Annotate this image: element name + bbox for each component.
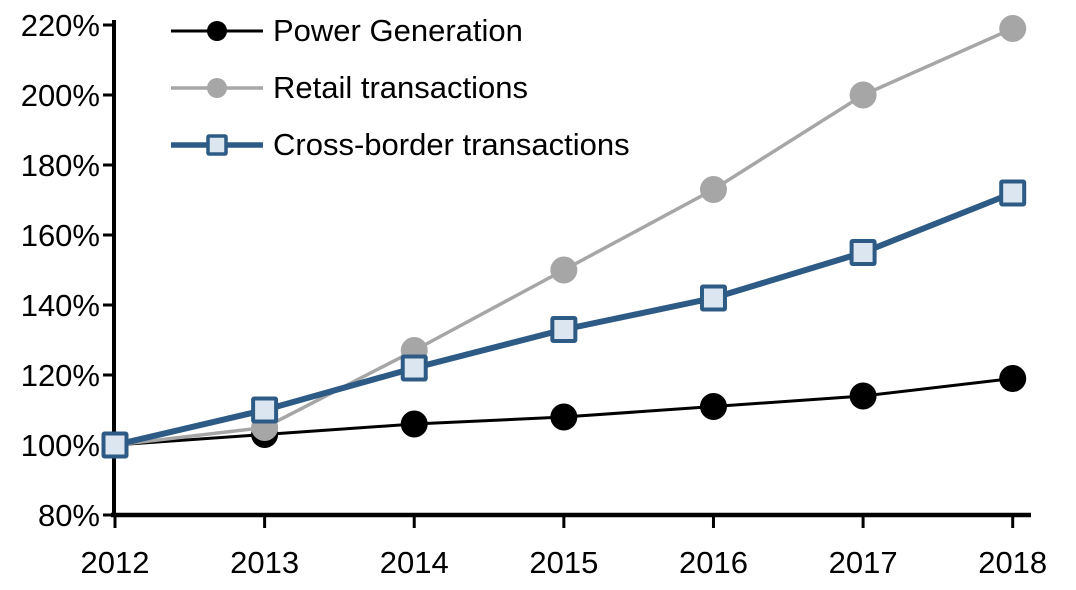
data-point-retail-transactions [849, 81, 877, 109]
data-point-cross-border-transactions [251, 396, 279, 424]
legend-marker-cross-border-transactions [206, 134, 228, 156]
data-point-retail-transactions [699, 176, 727, 203]
x-tick-label: 2013 [230, 545, 299, 580]
legend-marker-power-generation [207, 21, 227, 41]
x-tick-label: 2015 [529, 545, 598, 580]
data-point-cross-border-transactions [400, 354, 428, 382]
legend-item-retail-transactions: Retail transactions [171, 70, 630, 105]
y-tick-label: 220% [21, 8, 100, 43]
data-point-retail-transactions [999, 15, 1027, 42]
data-point-power-generation [550, 403, 578, 431]
legend-label-power-generation: Power Generation [273, 13, 523, 48]
data-point-power-generation [699, 393, 727, 420]
legend-item-power-generation: Power Generation [171, 13, 630, 48]
legend-marker-retail-transactions [207, 78, 227, 98]
data-point-cross-border-transactions [550, 316, 578, 343]
data-point-cross-border-transactions [999, 179, 1027, 207]
data-point-power-generation [400, 410, 428, 438]
legend-swatch-power-generation [171, 21, 263, 41]
data-point-cross-border-transactions [849, 239, 877, 266]
legend: Power Generation Retail transactions Cro… [171, 13, 630, 162]
y-tick-label: 80% [38, 498, 100, 533]
y-tick-label: 120% [21, 358, 100, 393]
y-tick-label: 140% [21, 288, 100, 323]
legend-swatch-cross-border-transactions [171, 134, 263, 156]
x-tick-label: 2018 [978, 545, 1047, 580]
x-tick-label: 2014 [380, 545, 449, 580]
legend-label-cross-border-transactions: Cross-border transactions [273, 127, 630, 162]
y-tick-label: 100% [21, 428, 100, 463]
x-tick-label: 2017 [829, 545, 898, 580]
y-tick-label: 160% [21, 218, 100, 253]
x-tick-label: 2016 [679, 545, 748, 580]
data-point-cross-border-transactions [699, 284, 727, 312]
legend-swatch-retail-transactions [171, 78, 263, 98]
x-tick-label: 2012 [81, 545, 150, 580]
data-point-power-generation [999, 365, 1027, 392]
data-point-retail-transactions [550, 256, 578, 284]
data-point-power-generation [849, 382, 877, 410]
legend-label-retail-transactions: Retail transactions [273, 70, 529, 105]
data-point-cross-border-transactions [101, 431, 129, 459]
legend-item-cross-border-transactions: Cross-border transactions [171, 127, 630, 162]
y-tick-label: 200% [21, 78, 100, 113]
y-tick-label: 180% [21, 148, 100, 183]
